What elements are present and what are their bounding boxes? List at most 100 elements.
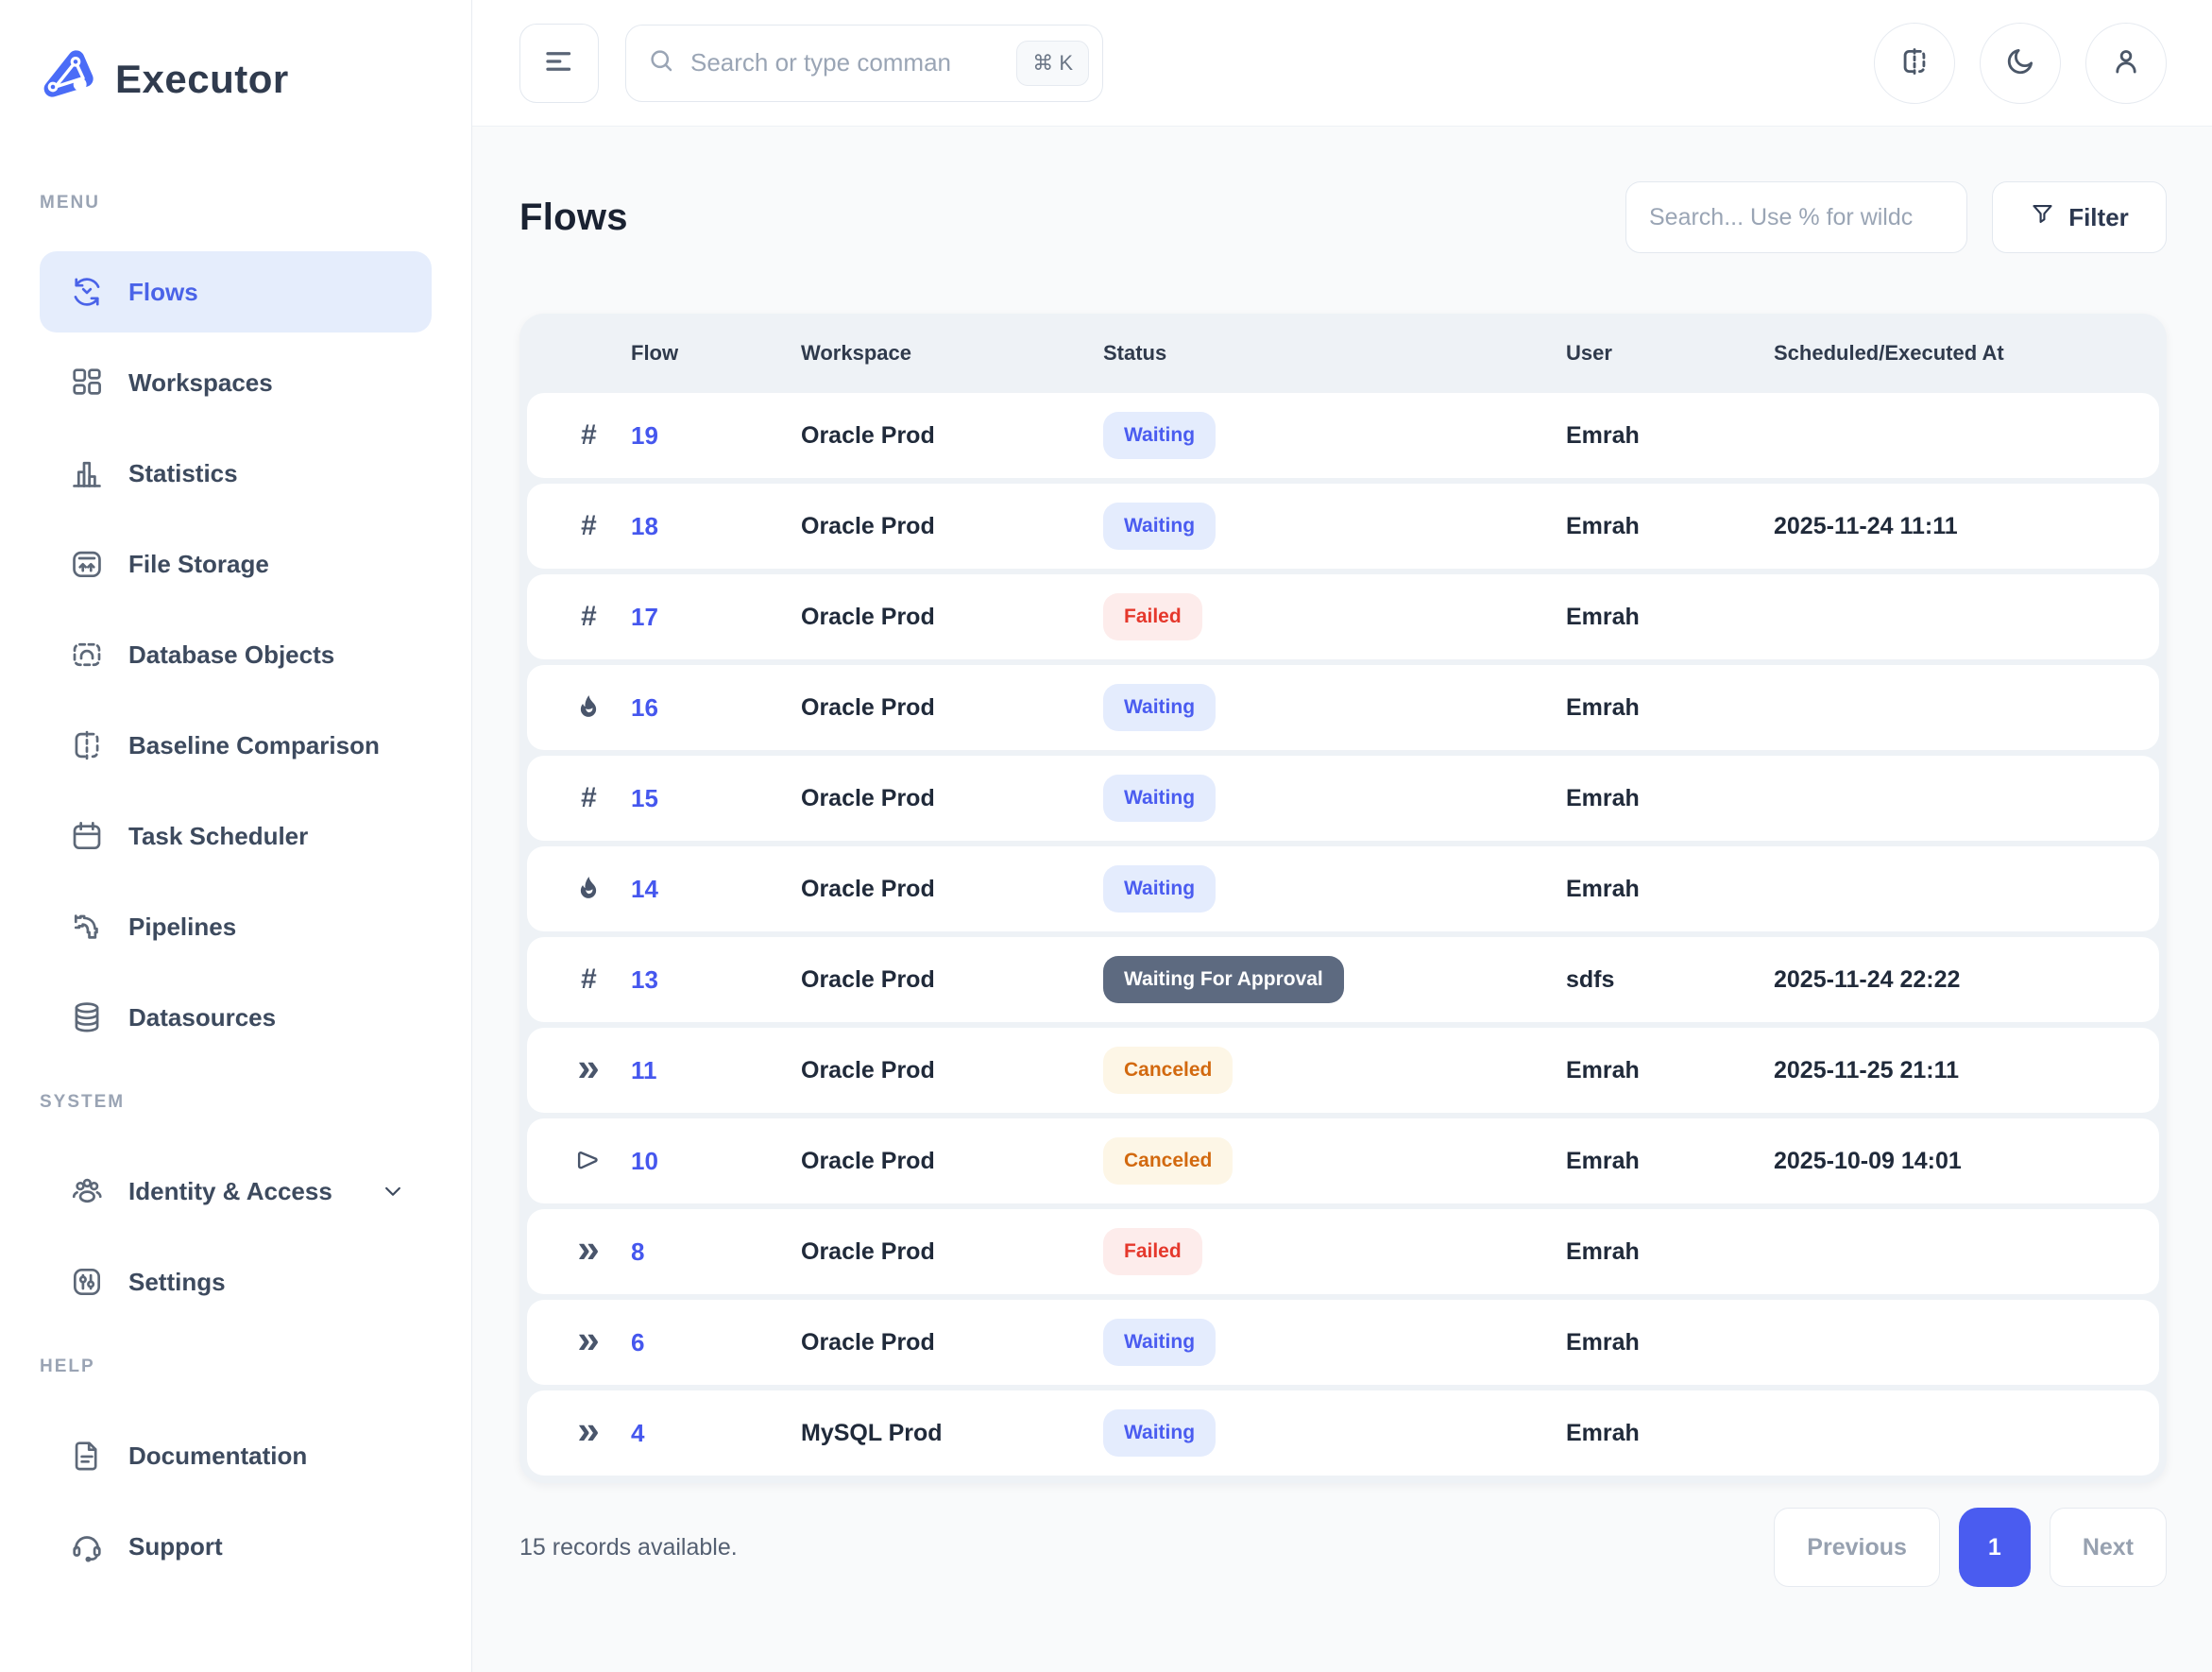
flow-link[interactable]: 11: [631, 1055, 657, 1084]
table-row: #17 Oracle Prod Failed Emrah: [527, 574, 2159, 659]
status-badge: Waiting: [1103, 775, 1217, 822]
hash-icon: #: [580, 782, 597, 813]
sidebar-item-workspaces[interactable]: Workspaces: [40, 342, 432, 423]
hash-icon: #: [580, 964, 597, 995]
flame-icon: [546, 874, 631, 904]
user-cell: Emrah: [1566, 875, 1640, 902]
pagination: Previous 1 Next: [1774, 1508, 2167, 1587]
flow-link[interactable]: 16: [631, 692, 658, 722]
main-area: ⌘ K: [472, 0, 2212, 1672]
global-search-input[interactable]: [690, 48, 1002, 77]
baseline-compare-button[interactable]: [1874, 22, 1955, 104]
filter-label: Filter: [2068, 202, 2129, 231]
table-row: » 11 Oracle Prod Canceled Emrah 2025-11-25 21…: [527, 1028, 2159, 1113]
menu-toggle-button[interactable]: [519, 23, 599, 103]
table-row: #13 Oracle Prod Waiting For Approval sdfs 20…: [527, 937, 2159, 1022]
column-header: Status: [1103, 341, 1167, 365]
flow-link[interactable]: 8: [631, 1237, 645, 1266]
sidebar-item-label: Workspaces: [128, 367, 273, 397]
status-badge: Waiting: [1103, 412, 1217, 459]
hash-icon: #: [580, 510, 597, 541]
sidebar-item-label: Task Scheduler: [128, 821, 309, 850]
table-header-row: Flow Workspace Status User Scheduled/Execute…: [527, 314, 2159, 393]
support-icon: [68, 1527, 106, 1565]
file-storage-icon: [68, 545, 106, 583]
sidebar-item-file-storage[interactable]: File Storage: [40, 523, 432, 605]
workspace-cell: MySQL Prod: [801, 1419, 943, 1446]
sidebar-item-label: Baseline Comparison: [128, 730, 380, 759]
sidebar-item-database-objects[interactable]: Database Objects: [40, 614, 432, 695]
workspace-cell: Oracle Prod: [801, 1056, 935, 1083]
flow-link[interactable]: 10: [631, 1146, 658, 1175]
scheduled-cell: 2025-11-25 21:11: [1774, 1056, 1960, 1083]
table-row: 10 Oracle Prod Canceled Emrah 2025-10-09 14:…: [527, 1118, 2159, 1203]
sidebar-section-label: HELP: [40, 1356, 95, 1376]
filter-button[interactable]: Filter: [1992, 181, 2167, 253]
status-badge: Waiting: [1103, 865, 1217, 913]
workspace-cell: Oracle Prod: [801, 421, 935, 449]
flame-icon: [546, 692, 631, 723]
database-objects-icon: [68, 636, 106, 674]
page-number-button[interactable]: 1: [1958, 1508, 2031, 1587]
sidebar-item-label: Settings: [128, 1267, 226, 1296]
workspaces-icon: [68, 364, 106, 401]
sidebar-item-label: Statistics: [128, 458, 238, 487]
workspace-cell: Oracle Prod: [801, 1237, 935, 1265]
status-badge: Canceled: [1103, 1137, 1234, 1185]
user-cell: Emrah: [1566, 1056, 1640, 1083]
flow-link[interactable]: 13: [631, 964, 658, 994]
chevrons-icon: »: [577, 1226, 600, 1271]
dark-mode-toggle[interactable]: [1980, 22, 2061, 104]
topbar: ⌘ K: [472, 0, 2212, 127]
sidebar-item-baseline-comparison[interactable]: Baseline Comparison: [40, 705, 432, 786]
column-header: Flow: [631, 341, 679, 365]
user-menu-button[interactable]: [2085, 22, 2167, 104]
sidebar-item-pipelines[interactable]: Pipelines: [40, 886, 432, 967]
brand: Executor: [0, 0, 471, 110]
settings-icon: [68, 1263, 106, 1301]
next-page-button[interactable]: Next: [2049, 1508, 2167, 1587]
flow-link[interactable]: 17: [631, 602, 658, 631]
flow-link[interactable]: 4: [631, 1418, 645, 1447]
sidebar-item-identity-access[interactable]: Identity & Access: [40, 1151, 432, 1232]
column-header: User: [1566, 341, 1612, 365]
sidebar-item-datasources[interactable]: Datasources: [40, 977, 432, 1058]
table-search-input[interactable]: [1625, 181, 1967, 253]
table-row: #18 Oracle Prod Waiting Emrah 2025-11-24 11:…: [527, 484, 2159, 569]
sidebar-item-statistics[interactable]: Statistics: [40, 433, 432, 514]
sidebar-nav: MENU Flows Workspaces Statistics File Storag…: [0, 193, 471, 1587]
status-badge: Waiting For Approval: [1103, 956, 1344, 1003]
flow-link[interactable]: 15: [631, 783, 658, 812]
menu-icon: [542, 44, 576, 81]
brand-name: Executor: [115, 57, 289, 101]
page-title: Flows: [519, 196, 628, 238]
workspace-cell: Oracle Prod: [801, 1147, 935, 1174]
flow-link[interactable]: 19: [631, 420, 658, 450]
sidebar-item-support[interactable]: Support: [40, 1506, 432, 1587]
table-row: #19 Oracle Prod Waiting Emrah: [527, 393, 2159, 478]
flow-link[interactable]: 18: [631, 511, 658, 540]
column-header: Scheduled/Executed At: [1774, 341, 2004, 365]
scheduled-cell: 2025-11-24 11:11: [1774, 512, 1958, 539]
sidebar: Executor MENU Flows Workspaces Statistics Fi…: [0, 0, 472, 1672]
hash-icon: #: [580, 419, 597, 451]
sidebar-item-label: Database Objects: [128, 640, 335, 669]
baseline-compare-icon: [1898, 45, 1931, 80]
status-badge: Waiting: [1103, 684, 1217, 731]
sidebar-item-documentation[interactable]: Documentation: [40, 1415, 432, 1496]
flows-icon: [68, 273, 106, 311]
previous-page-button[interactable]: Previous: [1774, 1508, 1940, 1587]
status-badge: Waiting: [1103, 503, 1217, 550]
sidebar-item-flows[interactable]: Flows: [40, 251, 432, 333]
flow-link[interactable]: 6: [631, 1327, 645, 1356]
sidebar-item-task-scheduler[interactable]: Task Scheduler: [40, 795, 432, 877]
user-cell: Emrah: [1566, 603, 1640, 630]
flow-link[interactable]: 14: [631, 874, 658, 903]
workspace-cell: Oracle Prod: [801, 512, 935, 539]
sidebar-item-label: Flows: [128, 277, 198, 306]
user-cell: Emrah: [1566, 1419, 1640, 1446]
sidebar-item-label: File Storage: [128, 549, 269, 578]
sidebar-item-label: Support: [128, 1531, 223, 1561]
global-search: ⌘ K: [625, 24, 1103, 102]
sidebar-item-settings[interactable]: Settings: [40, 1241, 432, 1322]
